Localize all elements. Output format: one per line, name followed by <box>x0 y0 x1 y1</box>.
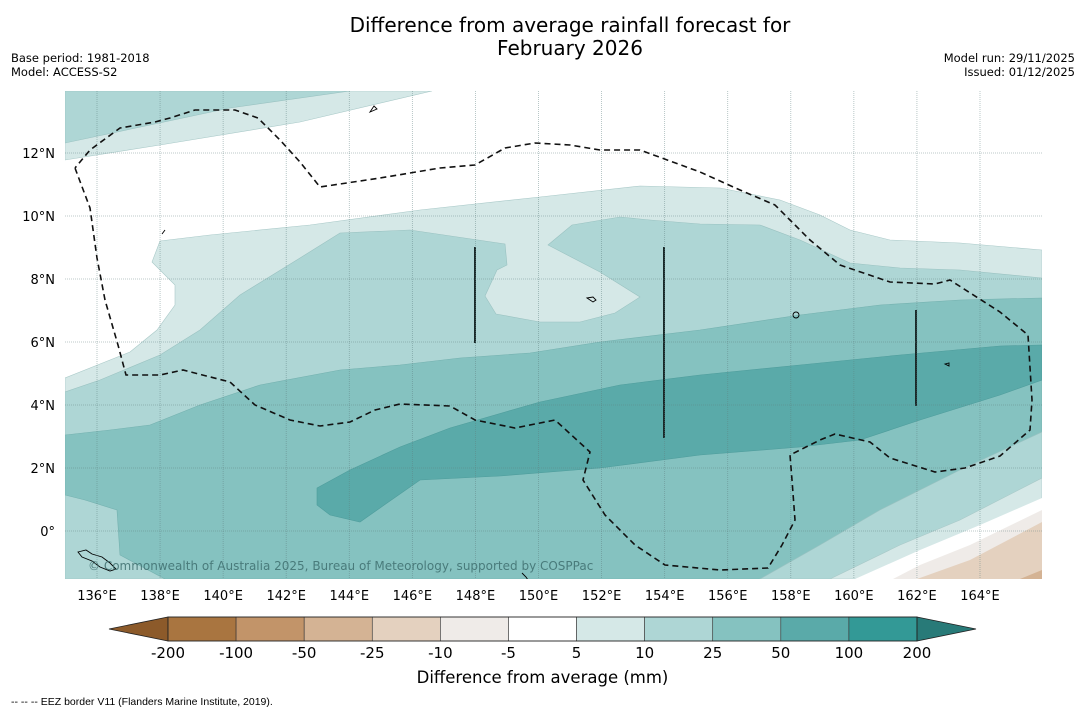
colorbar-segment <box>780 616 850 642</box>
lon-tick-label: 154°E <box>645 589 685 604</box>
title-line-1: Difference from average rainfall forecas… <box>349 13 791 37</box>
lon-tick-label: 138°E <box>140 589 180 604</box>
colorbar-tick-label: -5 <box>501 644 516 662</box>
colorbar-extend-high <box>916 616 977 642</box>
lon-tick-label: 162°E <box>897 589 937 604</box>
lon-tick-label: 156°E <box>708 589 748 604</box>
map-title: Difference from average rainfall forecas… <box>0 14 1085 60</box>
base-period: Base period: 1981-2018 <box>11 51 150 65</box>
lat-tick-label: 0° <box>40 525 55 540</box>
lat-tick-label: 12°N <box>22 147 55 162</box>
lon-tick-label: 146°E <box>393 589 433 604</box>
colorbar-tick-label: 10 <box>635 644 654 662</box>
region-minus-10-minus-25 <box>917 522 1042 579</box>
colorbar-segment <box>167 616 237 642</box>
eez-legend-note: -- -- -- EEZ border V11 (Flanders Marine… <box>11 696 273 708</box>
meta-left: Base period: 1981-2018 Model: ACCESS-S2 <box>11 51 150 79</box>
lat-tick-label: 4°N <box>31 399 56 414</box>
lon-tick-label: 148°E <box>456 589 496 604</box>
colorbar-segment <box>440 616 509 642</box>
colorbar-segment <box>644 616 714 642</box>
copyright-text: © Commonwealth of Australia 2025, Bureau… <box>88 559 593 573</box>
colorbar-tick-label: 100 <box>835 644 864 662</box>
meta-right: Model run: 29/11/2025 Issued: 01/12/2025 <box>944 51 1075 79</box>
lon-tick-label: 144°E <box>330 589 370 604</box>
island-outlines <box>77 105 950 579</box>
map-grid <box>65 91 1042 579</box>
lon-tick-label: 140°E <box>203 589 243 604</box>
lon-tick-label: 136°E <box>77 589 117 604</box>
lat-tick-label: 10°N <box>22 210 55 225</box>
colorbar-outline <box>167 616 918 642</box>
title-line-2: February 2026 <box>497 36 643 60</box>
colorbar-label: Difference from average (mm) <box>416 668 669 687</box>
region-minus-25-minus-50 <box>1020 570 1042 579</box>
colorbar-tick-label: -10 <box>428 644 453 662</box>
colorbar-tick-label: -200 <box>151 644 185 662</box>
colorbar-segment <box>576 616 645 642</box>
colorbar-segment <box>235 616 305 642</box>
colorbar-tick-label: -50 <box>292 644 317 662</box>
axis-labels: 136°E 138°E 140°E 142°E 144°E 146°E 148°E 150°E… <box>22 147 1000 604</box>
lat-tick-label: 2°N <box>31 462 56 477</box>
lon-tick-label: 160°E <box>834 589 874 604</box>
region-10-25-northwest <box>65 91 351 144</box>
lat-tick-label: 6°N <box>31 336 56 351</box>
colorbar-tick-label: 25 <box>703 644 722 662</box>
colorbar-segment <box>508 616 577 642</box>
colorbar-tick-label: -25 <box>360 644 385 662</box>
colorbar-tick-label: 5 <box>572 644 582 662</box>
lon-tick-label: 152°E <box>582 589 622 604</box>
colorbar-segment <box>712 616 782 642</box>
colorbar-tick-label: 50 <box>771 644 790 662</box>
lon-tick-label: 164°E <box>960 589 1000 604</box>
region-50-100 <box>316 344 1042 523</box>
colorbar-tick-label: 200 <box>903 644 932 662</box>
model-name: Model: ACCESS-S2 <box>11 65 118 79</box>
model-run: Model run: 29/11/2025 <box>943 51 1075 65</box>
colorbar-segment <box>848 616 918 642</box>
colorbar-tick-label: -100 <box>219 644 253 662</box>
lat-tick-label: 8°N <box>31 273 56 288</box>
colorbar-segment <box>303 616 373 642</box>
lon-tick-label: 150°E <box>519 589 559 604</box>
issued-date: Issued: 01/12/2025 <box>964 65 1075 79</box>
colorbar: -200 -100 -50 -25 -10 -5 5 10 25 50 100 200 <box>108 616 977 662</box>
eez-border <box>74 109 1033 571</box>
lon-tick-label: 142°E <box>266 589 306 604</box>
map-plot-area: © Commonwealth of Australia 2025, Bureau… <box>65 91 1042 579</box>
colorbar-extend-low <box>108 616 169 642</box>
lon-tick-label: 158°E <box>771 589 811 604</box>
colorbar-segment <box>371 616 441 642</box>
